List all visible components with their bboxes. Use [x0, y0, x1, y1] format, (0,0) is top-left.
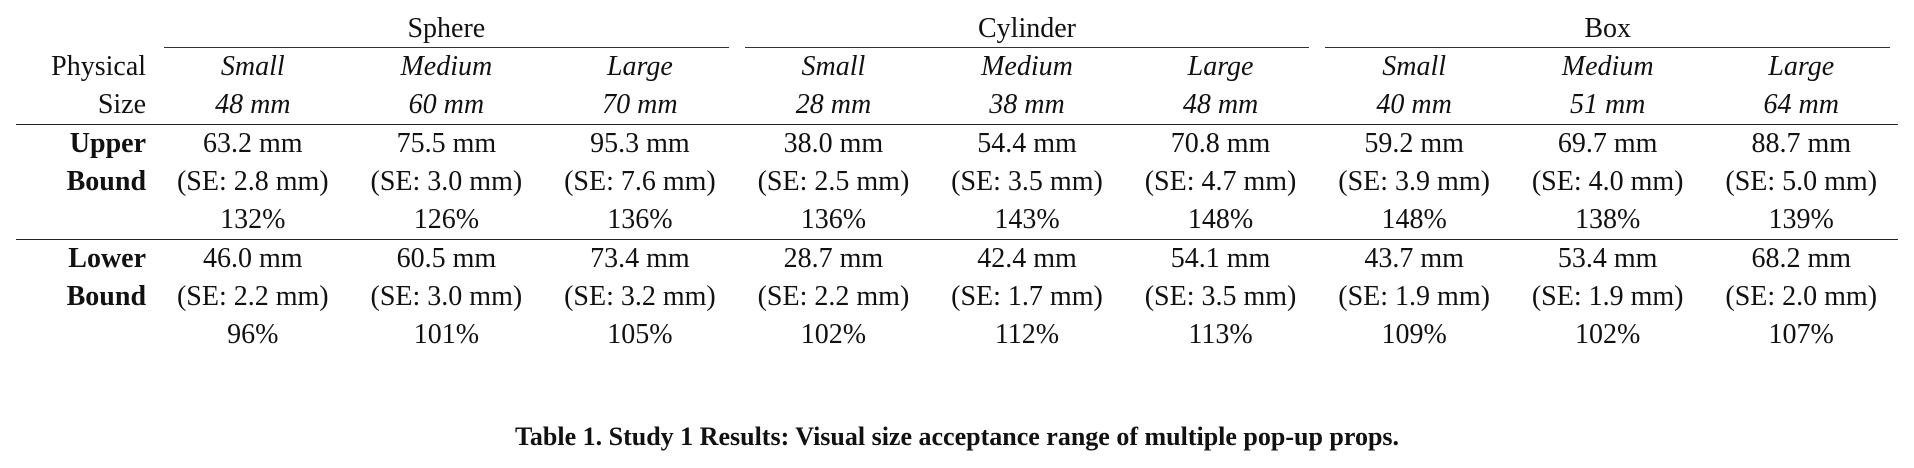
group-header-cylinder: Cylinder — [737, 10, 1318, 48]
size-header-cell: Small 40 mm — [1317, 48, 1511, 125]
size-header-cell: Medium 38 mm — [930, 48, 1124, 125]
group-header-sphere: Sphere — [156, 10, 737, 48]
group-rule — [164, 47, 729, 48]
size-header-cell: Large 64 mm — [1704, 48, 1898, 125]
table-cell: 95.3 mm (SE: 7.6 mm) 136% — [543, 124, 737, 240]
group-name: Sphere — [407, 13, 486, 44]
size-header-cell: Small 28 mm — [736, 48, 931, 125]
lower-bound-row: Lower Bound 46.0 mm (SE: 2.2 mm) 96% 60.… — [16, 240, 1898, 355]
group-header-box: Box — [1317, 10, 1898, 48]
row-label-lower-bound: Lower Bound — [66, 243, 147, 312]
table-cell: 73.4 mm (SE: 3.2 mm) 105% — [564, 243, 716, 350]
results-table: Sphere Cylinder Box Physical Size — [16, 10, 1898, 354]
table-cell: 38.0 mm (SE: 2.5 mm) 136% — [736, 124, 931, 240]
size-header-row: Physical Size Small 48 mm Medium 60 mm L… — [16, 48, 1898, 125]
table-cell: 70.8 mm (SE: 4.7 mm) 148% — [1123, 124, 1318, 240]
table-cell: 42.4 mm (SE: 1.7 mm) 112% — [951, 243, 1103, 350]
size-header-cell: Medium 51 mm — [1510, 48, 1705, 125]
table-cell: 69.7 mm (SE: 4.0 mm) 138% — [1510, 124, 1705, 240]
group-rule — [1325, 47, 1890, 48]
table-cell: 88.7 mm (SE: 5.0 mm) 139% — [1704, 124, 1898, 240]
table-cell: 75.5 mm (SE: 3.0 mm) 126% — [349, 124, 544, 240]
table-caption: Table 1. Study 1 Results: Visual size ac… — [514, 422, 1400, 451]
group-header-row: Sphere Cylinder Box — [16, 10, 1898, 48]
table-cell: 68.2 mm (SE: 2.0 mm) 107% — [1725, 243, 1878, 350]
table-cell: 43.7 mm (SE: 1.9 mm) 109% — [1338, 243, 1490, 350]
table-cell: 54.4 mm (SE: 3.5 mm) 143% — [930, 124, 1124, 240]
size-header-cell: Small 48 mm — [156, 48, 350, 125]
table-cell: 59.2 mm (SE: 3.9 mm) 148% — [1317, 124, 1511, 240]
table-cell: 46.0 mm (SE: 2.2 mm) 96% — [176, 243, 329, 350]
table-cell: 54.1 mm (SE: 3.5 mm) 113% — [1144, 243, 1297, 350]
table-cell: 53.4 mm (SE: 1.9 mm) 102% — [1531, 243, 1684, 350]
group-name: Box — [1584, 13, 1632, 44]
table-cell: 63.2 mm (SE: 2.8 mm) 132% — [156, 124, 350, 240]
size-header-cell: Large 48 mm — [1123, 48, 1318, 125]
row-label-physical-size: Physical Size — [16, 48, 157, 125]
row-label-upper-bound: Upper Bound — [16, 124, 157, 240]
group-name: Cylinder — [978, 13, 1076, 44]
size-header-cell: Medium 60 mm — [349, 48, 544, 125]
group-rule — [744, 47, 1310, 48]
corner-cell — [16, 10, 156, 48]
upper-bound-row: Upper Bound 63.2 mm (SE: 2.8 mm) 132% 75… — [16, 124, 1898, 240]
size-header-cell: Large 70 mm — [543, 48, 737, 125]
table-cell: 28.7 mm (SE: 2.2 mm) 102% — [757, 243, 910, 350]
table-cell: 60.5 mm (SE: 3.0 mm) 101% — [370, 243, 523, 350]
